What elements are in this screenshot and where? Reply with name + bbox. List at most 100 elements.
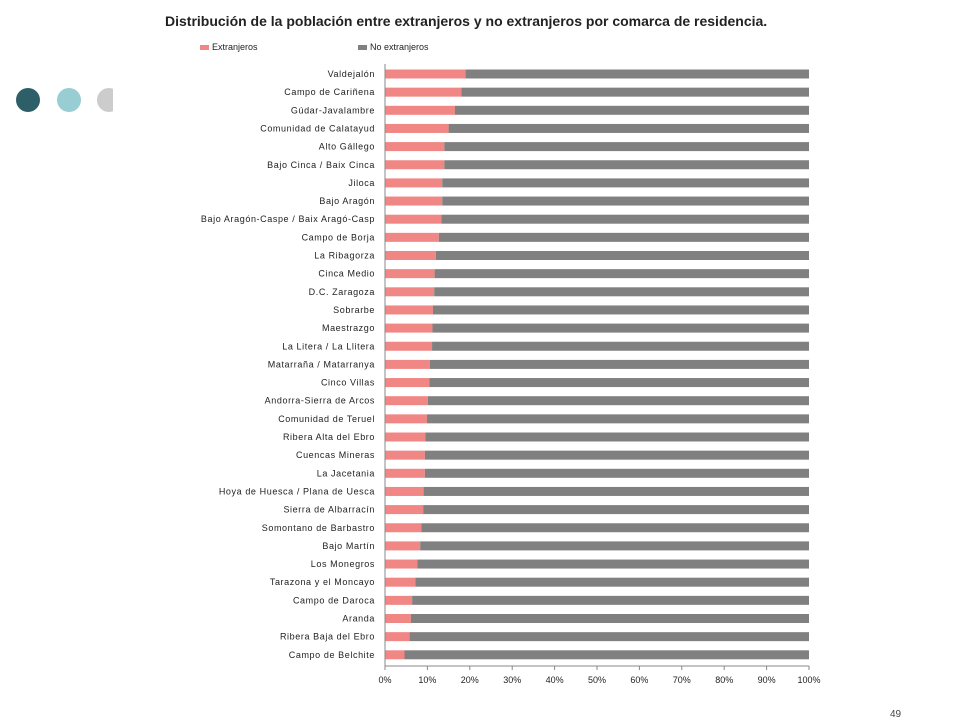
bar-extranjeros [385,577,416,587]
bar-extranjeros [385,269,435,279]
bar-no-extranjeros [415,577,809,587]
bar-no-extranjeros [410,614,809,623]
legend-item-no-extranjeros: No extranjeros [358,42,429,52]
bar-no-extranjeros [435,251,809,260]
bar-no-extranjeros [426,414,809,424]
category-label: Valdejalón [328,69,375,79]
bar-extranjeros [385,450,425,460]
bar-no-extranjeros [444,142,809,152]
category-label: Cinca Medio [318,269,375,279]
category-label: Comunidad de Calatayud [260,123,375,133]
category-label: Cinco Villas [321,378,375,388]
bar-extranjeros [385,105,455,115]
bar-no-extranjeros [444,160,809,170]
category-label: Ribera Baja del Ebro [280,632,375,642]
category-label: Campo de Belchite [289,650,375,660]
bar-no-extranjeros [454,105,809,115]
bar-no-extranjeros [427,396,809,406]
bar-no-extranjeros [448,123,809,133]
bar-extranjeros [385,160,445,170]
bar-extranjeros [385,214,442,224]
category-label: Sierra de Albarracín [283,505,375,515]
bar-no-extranjeros [429,378,809,388]
bar-no-extranjeros [421,523,809,533]
category-label: La Litera / La Llitera [282,341,375,351]
legend-label-no-extranjeros: No extranjeros [370,42,429,52]
bar-extranjeros [385,523,422,533]
bar-extranjeros [385,305,433,315]
bar-extranjeros [385,69,466,79]
category-label: Alto Gállego [319,142,375,152]
legend-label-extranjeros: Extranjeros [212,42,258,52]
category-label: Gúdar-Javalambre [291,105,375,115]
category-label: Matarraña / Matarranya [268,359,375,369]
bar-no-extranjeros [438,232,809,242]
bar-no-extranjeros [461,87,809,97]
bar-extranjeros [385,142,445,152]
bar-extranjeros [385,559,418,569]
legend-swatch-extranjeros [200,45,209,51]
category-label: Jiloca [348,178,375,188]
category-label: Cuencas Mineras [296,450,375,460]
category-label: Campo de Borja [302,232,375,242]
bar-no-extranjeros [432,305,809,315]
category-label: Bajo Aragón [319,196,375,206]
bar-no-extranjeros [424,450,809,460]
bar-extranjeros [385,87,462,97]
x-tick-label: 0% [378,675,391,685]
category-label: Bajo Aragón-Caspe / Baix Aragó-Casp [201,214,375,224]
x-tick-label: 10% [418,675,436,685]
bar-no-extranjeros [434,287,809,297]
bar-no-extranjeros [432,323,809,333]
bar-extranjeros [385,432,426,442]
bar-extranjeros [385,378,430,388]
bar-extranjeros [385,468,425,478]
category-label: Aranda [342,614,375,624]
bar-extranjeros [385,196,443,206]
category-label: Andorra-Sierra de Arcos [265,396,375,406]
bar-extranjeros [385,414,427,424]
x-tick-label: 50% [588,675,606,685]
bar-extranjeros [385,614,411,623]
category-label: Bajo Cinca / Baix Cinca [267,160,375,170]
bar-extranjeros [385,486,424,496]
bar-no-extranjeros [442,178,809,188]
bar-no-extranjeros [423,505,809,515]
bar-extranjeros [385,541,421,551]
bar-no-extranjeros [423,486,809,496]
bar-extranjeros [385,341,433,351]
legend-item-extranjeros: Extranjeros [200,42,258,52]
x-tick-label: 80% [715,675,733,685]
x-tick-label: 20% [461,675,479,685]
category-label: D.C. Zaragoza [309,287,375,297]
category-label: Comunidad de Teruel [278,414,375,424]
bar-extranjeros [385,396,428,406]
bar-no-extranjeros [404,650,809,660]
bar-extranjeros [385,232,439,242]
bar-no-extranjeros [441,214,809,224]
bar-no-extranjeros [412,595,809,605]
bar-extranjeros [385,251,436,260]
chart-title: Distribución de la población entre extra… [165,13,768,29]
category-label: La Ribagorza [314,251,375,261]
bar-extranjeros [385,287,435,297]
bar-extranjeros [385,123,449,133]
bar-no-extranjeros [434,269,809,279]
x-tick-label: 40% [546,675,564,685]
bar-no-extranjeros [417,559,809,569]
page-number: 49 [890,709,902,720]
bar-extranjeros [385,359,430,369]
category-label: Sobrarbe [333,305,375,315]
bar-no-extranjeros [409,632,809,642]
bar-no-extranjeros [465,69,809,79]
bar-no-extranjeros [432,341,809,351]
x-tick-label: 90% [758,675,776,685]
bar-no-extranjeros [429,359,809,369]
category-label: Ribera Alta del Ebro [283,432,375,442]
dot-light-icon [57,88,81,112]
legend-swatch-no-extranjeros [358,45,367,51]
category-label: Campo de Daroca [293,595,375,605]
bar-no-extranjeros [442,196,809,206]
x-tick-label: 30% [503,675,521,685]
